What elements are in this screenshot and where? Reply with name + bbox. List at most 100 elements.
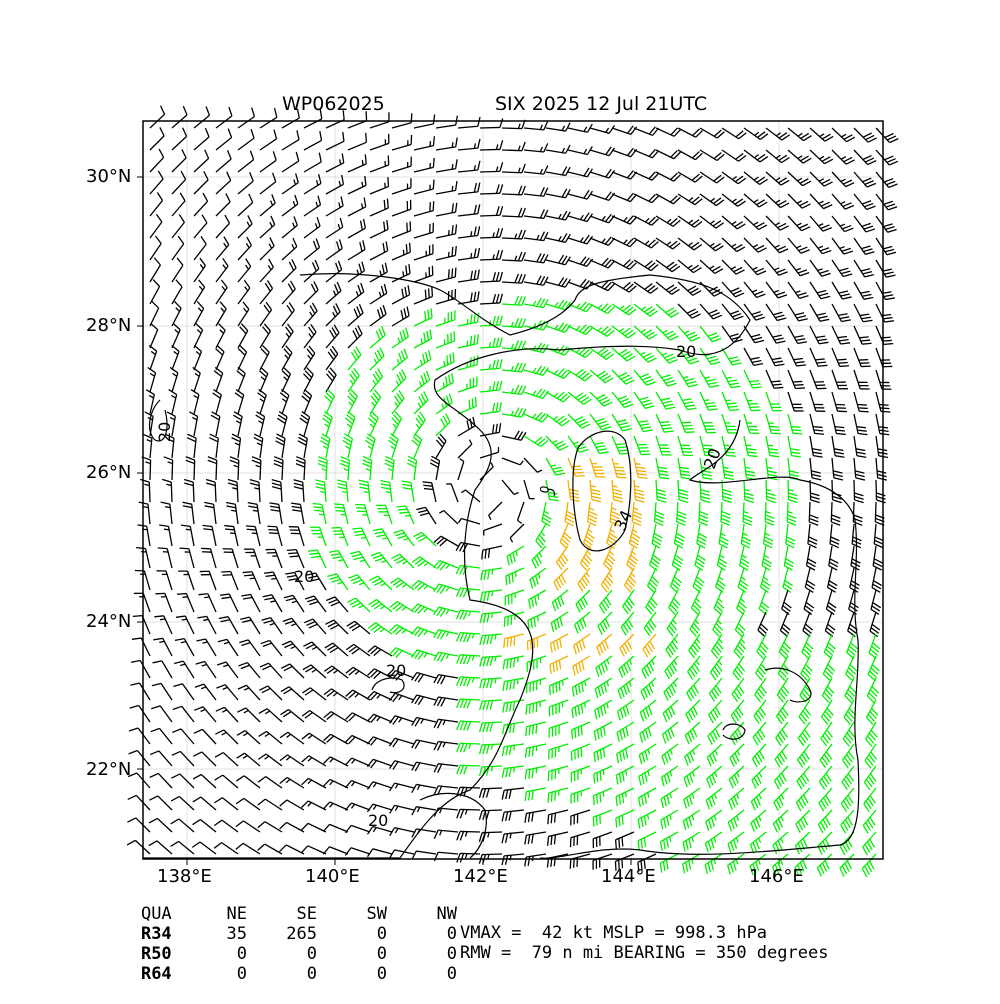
wind-barb [172,323,180,348]
wind-barb [502,408,526,417]
wind-barb [282,216,297,238]
wind-barb [154,616,172,634]
wind-barb [546,233,570,242]
wind-barb [502,186,525,195]
row-label: R34 [141,924,177,944]
wind-barb [392,307,409,326]
wind-barb [282,195,298,216]
wind-barb [722,370,740,388]
wind-barb [216,193,230,216]
wind-barb [169,390,177,414]
wind-barb [867,678,878,703]
wind-barb [260,663,282,678]
wind-barb [634,392,654,408]
wind-barb [758,612,768,637]
wind-barb [597,634,612,656]
lat-label: 26°N [86,462,131,483]
wind-barb [414,350,431,370]
wind-barb [238,280,250,304]
wind-barb [773,810,788,832]
wind-barb [502,744,524,756]
wind-barb [258,799,282,810]
wind-barb [436,138,457,150]
wind-barb [280,822,304,832]
wind-barb [194,323,203,348]
wind-barb [623,590,635,614]
wind-barb [267,526,282,546]
wind-barb [263,595,282,612]
wind-barb [832,172,854,187]
wind-barb [150,106,165,128]
wind-barb [370,112,389,128]
wind-barb [590,370,613,383]
wind-barb [389,716,414,725]
wind-barb [744,458,756,480]
wind-barb [841,788,854,811]
wind-barb [634,172,659,180]
wind-barb [810,436,823,457]
wind-barb [788,348,806,366]
wind-barb [832,128,855,142]
wind-barb [803,612,813,637]
wind-barb [656,414,674,432]
wind-barb [204,502,216,524]
wind-barb [302,733,326,744]
wind-barb [304,260,319,282]
wind-barb [664,678,678,701]
wind-barb [458,459,464,480]
wind-barb [842,766,854,790]
wind-barb [370,369,383,392]
wind-barb [808,524,817,548]
wind-barb [260,281,273,304]
wind-barb [214,820,238,832]
wind-barb [240,617,260,634]
wind-barb [304,239,319,260]
wind-barb [524,412,548,422]
wind-barb [854,392,869,412]
wind-barb [246,526,260,546]
wind-barb [149,818,172,832]
wind-barb [574,634,590,654]
wind-barb [281,687,304,700]
wind-barb [150,323,158,348]
wind-barb [436,310,455,326]
wind-barb [150,149,164,172]
wind-barb [829,546,839,570]
wind-barb [175,639,194,656]
wind-barb [489,502,502,520]
wind-barb [568,279,593,289]
wind-barb [348,325,362,348]
wind-barb [525,832,546,845]
wind-barb [172,128,187,150]
table-cell: 0 [387,924,457,944]
wind-barb [568,235,593,244]
wind-barb [669,590,680,614]
wind-barb [370,156,389,172]
wind-barb [656,370,677,386]
wind-barb [683,810,700,830]
wind-barb [373,529,392,546]
wind-barb [568,257,593,267]
wind-barb [481,568,502,580]
wind-barb [214,798,238,810]
wind-barb [219,617,238,634]
wind-barb [304,281,318,304]
wind-barb [766,260,788,275]
wind-barb [648,568,659,593]
wind-barb [751,788,766,810]
wind-barb [700,260,723,273]
wind-barb [588,502,598,526]
wind-barb [524,253,548,262]
wind-barb [145,412,153,436]
wind-barb [390,578,414,590]
header-cell: SE [247,904,317,924]
wind-barb [525,854,546,866]
wind-barb [172,280,182,304]
wind-barb [744,216,767,230]
wind-barb [236,798,260,810]
wind-barb [282,367,290,392]
wind-barb [634,194,659,203]
wind-barb [194,193,208,216]
wind-barb [643,634,656,657]
wind-barb [678,194,702,205]
